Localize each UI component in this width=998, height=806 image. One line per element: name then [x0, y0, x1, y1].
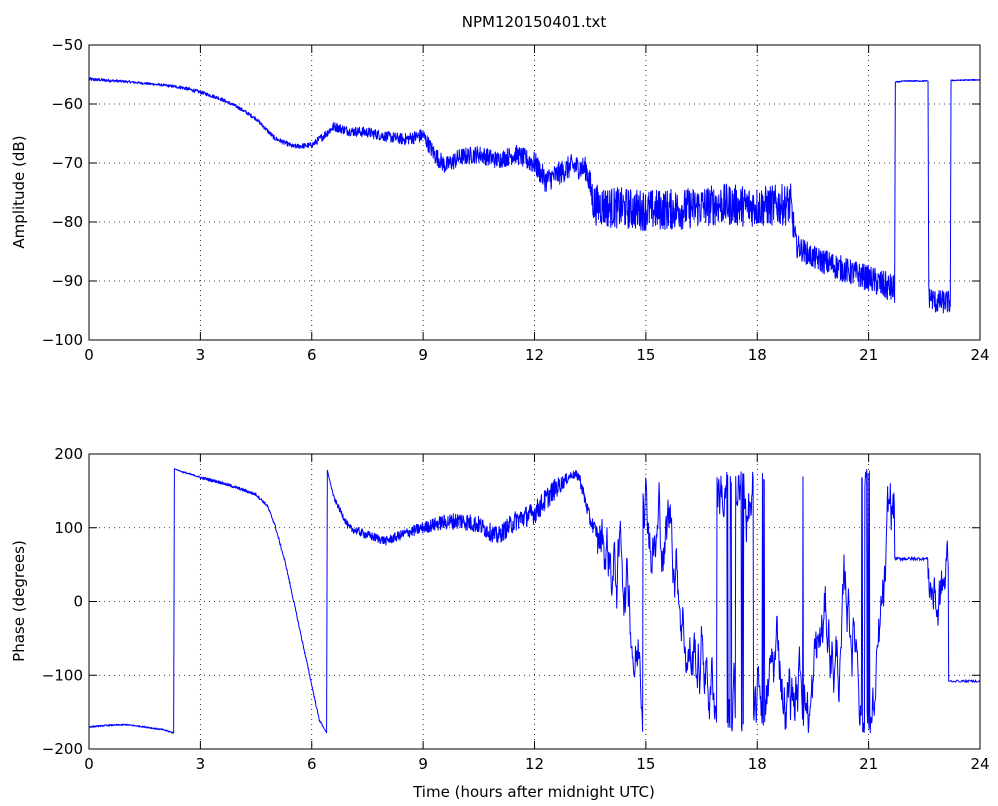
- amplitude-x-tick-label: 18: [748, 346, 767, 364]
- phase-series-line: [597, 469, 981, 734]
- phase-x-label: Time (hours after midnight UTC): [412, 783, 655, 801]
- amplitude-series-line: [88, 77, 981, 314]
- amplitude-x-tick-label: 0: [84, 346, 94, 364]
- phase-x-tick-label: 18: [748, 755, 767, 773]
- phase-x-tick-label: 0: [84, 755, 94, 773]
- amplitude-x-tick-label: 6: [307, 346, 317, 364]
- phase-y-tick-label: −200: [42, 740, 83, 758]
- amplitude-y-tick-label: −70: [51, 154, 83, 172]
- amplitude-x-tick-label: 24: [970, 346, 989, 364]
- amplitude-axes: 0 3 6 9 12 15 18 21 24 −100 −90 −80 −70 −60 −50 Amplit…: [10, 36, 990, 364]
- amplitude-y-label: Amplitude (dB): [10, 135, 28, 248]
- chart-title: NPM120150401.txt: [462, 13, 607, 31]
- amplitude-trace: [88, 77, 981, 314]
- amplitude-y-tick-label: −100: [42, 331, 83, 349]
- phase-x-tick-label: 21: [859, 755, 878, 773]
- phase-y-tick-label: 100: [54, 519, 83, 537]
- phase-x-tick-label: 12: [525, 755, 544, 773]
- amplitude-x-tick-label: 12: [525, 346, 544, 364]
- phase-x-tick-label: 24: [970, 755, 989, 773]
- amplitude-x-tick-label: 21: [859, 346, 878, 364]
- phase-y-tick-label: −100: [42, 666, 83, 684]
- amplitude-ticks: 0 3 6 9 12 15 18 21 24 −100 −90 −80 −70 −60 −50: [42, 36, 990, 364]
- phase-x-tick-label: 3: [196, 755, 206, 773]
- amplitude-y-tick-label: −90: [51, 272, 83, 290]
- amplitude-y-tick-label: −60: [51, 95, 83, 113]
- phase-axes: 0 3 6 9 12 15 18 21 24 −200 −100 0 100 200 Phase (deg…: [10, 445, 990, 801]
- amplitude-y-tick-label: −80: [51, 213, 83, 231]
- amplitude-x-tick-label: 9: [418, 346, 428, 364]
- phase-trace: [88, 468, 981, 734]
- amplitude-x-tick-label: 15: [636, 346, 655, 364]
- phase-x-tick-label: 15: [636, 755, 655, 773]
- amplitude-x-tick-label: 3: [196, 346, 206, 364]
- phase-y-label: Phase (degrees): [10, 540, 28, 662]
- phase-x-tick-label: 6: [307, 755, 317, 773]
- phase-ticks: 0 3 6 9 12 15 18 21 24 −200 −100 0 100 200: [42, 445, 990, 773]
- amplitude-y-tick-label: −50: [51, 36, 83, 54]
- phase-series-line: [88, 468, 599, 734]
- phase-y-tick-label: 0: [73, 593, 83, 611]
- phase-x-tick-label: 9: [418, 755, 428, 773]
- phase-y-tick-label: 200: [54, 445, 83, 463]
